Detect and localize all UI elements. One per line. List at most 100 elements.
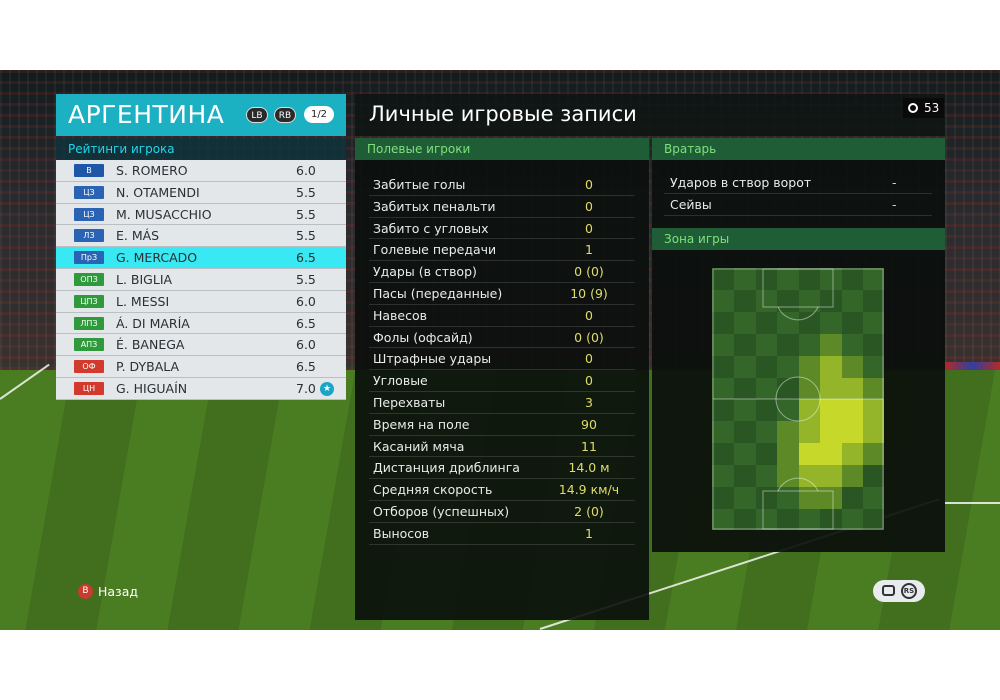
heatmap-cell: [862, 333, 884, 356]
heatmap-cell: [776, 399, 799, 422]
heatmap-cell: [841, 355, 863, 378]
heatmap-pitch-lines: [712, 268, 884, 530]
position-badge: ЛПЗ: [74, 316, 104, 330]
play-zone-header: Зона игры: [652, 228, 945, 250]
stat-label: Средняя скорость: [373, 482, 493, 498]
stat-row: Выносов 1: [369, 523, 635, 545]
stat-row: Время на поле 90: [369, 414, 635, 436]
stat-row: Забито с угловых 0: [369, 218, 635, 240]
player-row[interactable]: АПЗ É. BANEGA 6.0: [56, 334, 346, 357]
heatmap-cell: [841, 311, 863, 334]
player-name: S. ROMERO: [116, 163, 188, 178]
player-name: É. BANEGA: [116, 337, 185, 353]
stat-value: 0: [585, 373, 593, 389]
gk-stat-label: Ударов в створ ворот: [670, 175, 812, 190]
heatmap-cell: [819, 268, 842, 291]
player-rating: 6.0: [296, 163, 316, 178]
stat-label: Навесов: [373, 307, 428, 323]
field-player-panel: Полевые игроки Забитые голы 0 Забитых пена…: [355, 138, 649, 620]
heatmap-cell: [862, 442, 884, 465]
heatmap-cell: [733, 420, 756, 444]
lb-button[interactable]: LB: [246, 107, 268, 123]
heatmap-cell: [776, 355, 799, 378]
player-row[interactable]: ПрЗ G. MERCADO 6.5: [56, 247, 346, 269]
heatmap-cell: [862, 486, 884, 509]
stat-value: 0 (0): [574, 329, 604, 345]
position-badge: ОПЗ: [74, 272, 104, 286]
player-row[interactable]: ОФ P. DYBALA 6.5: [56, 356, 346, 378]
heatmap-cell: [798, 442, 820, 465]
back-label: Назад: [98, 584, 139, 599]
stat-row: Пасы (переданные) 10 (9): [369, 283, 635, 305]
player-row[interactable]: В S. ROMERO 6.0: [56, 160, 346, 182]
heatmap-cell: [819, 289, 842, 313]
player-row[interactable]: ЦЗ N. OTAMENDI 5.5: [56, 181, 346, 204]
position-badge: ОФ: [74, 360, 104, 374]
player-row[interactable]: ЦПЗ L. MESSI 6.0: [56, 290, 346, 313]
heatmap-cell: [862, 420, 884, 444]
player-row[interactable]: ЦЗ M. MUSACCHIO 5.5: [56, 203, 346, 226]
heatmap-cell: [733, 289, 756, 313]
player-row[interactable]: ЦН G. HIGUAÍN 7.0 ★: [56, 377, 346, 400]
stat-row: Фолы (офсайд) 0 (0): [369, 327, 635, 349]
player-rating: 5.5: [296, 206, 316, 222]
heatmap-cell: [798, 486, 820, 509]
heatmap-cell: [862, 508, 884, 530]
stat-row: Штрафные удары 0: [369, 348, 635, 371]
stat-label: Касаний мяча: [373, 438, 465, 454]
player-row[interactable]: ЛЗ E. MÁS 5.5: [56, 225, 346, 248]
stat-value: 14.0 м: [568, 460, 610, 476]
game-screen: АРГЕНТИНА LB RB 1/2 Рейтинги игрока В S. …: [0, 70, 1000, 630]
player-row[interactable]: ОПЗ L. BIGLIA 5.5: [56, 268, 346, 291]
stat-value: 14.9 км/ч: [558, 482, 620, 498]
clock-value: 53: [924, 101, 940, 115]
rb-button[interactable]: RB: [274, 107, 296, 123]
heatmap-cell: [819, 399, 842, 422]
heatmap-cell: [776, 268, 799, 291]
stat-value: 10 (9): [570, 285, 608, 301]
heatmap-cell: [798, 311, 820, 334]
stat-row: Отборов (успешных) 2 (0): [369, 501, 635, 523]
player-name: L. MESSI: [116, 293, 170, 309]
heatmap-cell: [841, 442, 863, 465]
heatmap-cell: [798, 399, 820, 422]
stat-value: 3: [585, 394, 593, 410]
stat-value: 0: [585, 351, 593, 367]
stat-label: Штрафные удары: [373, 351, 492, 367]
player-rating: 6.5: [296, 250, 316, 266]
heatmap-cell: [712, 399, 734, 422]
stat-row: Забитых пенальти 0: [369, 196, 635, 218]
heatmap-cell: [841, 508, 863, 530]
heatmap-cell: [776, 333, 799, 356]
player-rating: 5.5: [296, 228, 316, 244]
clock-icon: [908, 103, 918, 113]
heatmap-cell: [798, 333, 820, 356]
page-indicator: 1/2: [304, 106, 334, 123]
heatmap-cell: [712, 268, 734, 291]
heatmap-cell: [755, 268, 777, 291]
play-zone-panel: Зона игры: [652, 228, 945, 552]
player-name: L. BIGLIA: [116, 271, 173, 287]
heatmap-cell: [841, 420, 863, 444]
player-row[interactable]: ЛПЗ Á. DI MARÍA 6.5: [56, 312, 346, 335]
position-badge: ЦН: [74, 381, 104, 395]
heatmap-cell: [819, 333, 842, 356]
position-badge: ЦПЗ: [74, 294, 104, 308]
player-name: G. HIGUAÍN: [116, 380, 188, 396]
chat-control[interactable]: RS: [873, 580, 925, 602]
heatmap-cell: [841, 268, 863, 291]
goalkeeper-panel: Вратарь Ударов в створ ворот - Сейвы -: [652, 138, 945, 228]
position-badge: ЦЗ: [74, 207, 104, 221]
heatmap-cell: [755, 333, 777, 356]
position-badge: ЛЗ: [74, 229, 104, 243]
stat-row: Навесов 0: [369, 305, 635, 327]
heatmap-cell: [755, 377, 777, 400]
gk-stat-label: Сейвы: [670, 197, 712, 212]
heatmap-cell: [776, 289, 799, 313]
stat-value: 0 (0): [574, 264, 604, 280]
heatmap-cell: [776, 464, 799, 487]
heatmap-cell: [798, 464, 820, 487]
heatmap-cell: [798, 268, 820, 291]
stat-value: 1: [585, 242, 593, 258]
heatmap-cell: [841, 399, 863, 422]
